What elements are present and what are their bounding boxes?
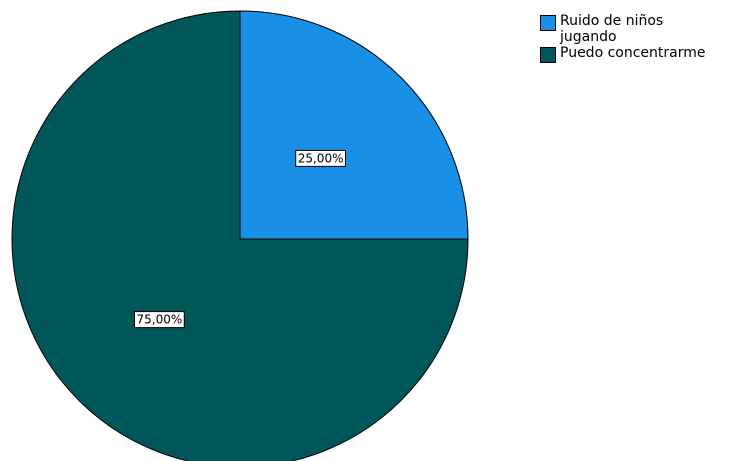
legend: Ruido de niños jugando Puedo concentrarm…	[540, 13, 730, 63]
legend-item-concentrarme: Puedo concentrarme	[540, 45, 730, 63]
pie-slice-label-text-1: 75,00%	[137, 313, 183, 327]
legend-label-ruido: Ruido de niños jugando	[560, 13, 664, 45]
pie-slice-label-box-0	[295, 149, 346, 167]
legend-item-ruido: Ruido de niños jugando	[540, 13, 730, 45]
pie-slice-label-box-1	[134, 311, 185, 329]
pie-slice-label-1: 75,00%	[134, 311, 185, 329]
pie-slices	[11, 10, 469, 461]
legend-swatch-ruido	[540, 15, 556, 31]
legend-swatch-concentrarme	[540, 47, 556, 63]
pie-slice-1	[11, 10, 469, 461]
legend-label-concentrarme: Puedo concentrarme	[560, 45, 706, 61]
pie-slice-0	[239, 10, 469, 240]
pie-slice-labels: 25,00% 75,00%	[134, 149, 346, 329]
pie-slice-label-text-0: 25,00%	[298, 151, 344, 165]
pie-slice-label-0: 25,00%	[295, 149, 346, 167]
